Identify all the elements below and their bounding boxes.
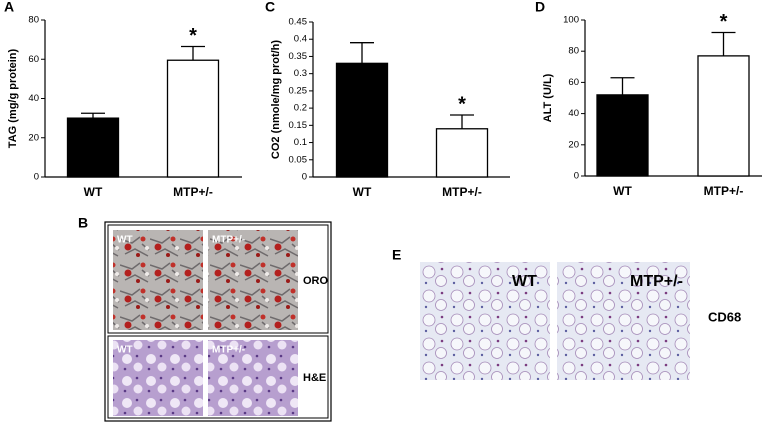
panel-label: D [535, 0, 545, 15]
micrograph [420, 262, 550, 380]
x-tick-label: WT [613, 184, 632, 198]
stain-label: ORO [303, 275, 329, 287]
row-frame [107, 224, 329, 334]
y-tick-label: 0 [302, 172, 307, 183]
bar [335, 62, 389, 178]
bar [435, 128, 489, 178]
x-tick-label: WT [353, 185, 372, 199]
stain-label: H&E [303, 372, 326, 384]
y-tick-label: 20 [568, 139, 579, 150]
bar [596, 94, 649, 177]
charts: A TAG (mg/g protein) 0 20 40 60 80 WT MTP+/- * C CO… [4, 0, 762, 199]
panel-label: A [4, 0, 14, 15]
y-tick-label: 20 [28, 132, 39, 143]
significance-marker: * [189, 25, 197, 47]
x-tick-label: MTP+/- [704, 184, 744, 198]
image-label: WT [117, 345, 133, 356]
y-axis-title: TAG (mg/g protein) [7, 48, 19, 148]
y-tick-label: 100 [563, 15, 579, 26]
image-label: MTP+/- [630, 273, 683, 290]
y-tick-label: 0.25 [289, 85, 308, 96]
y-axis-title: ALT (U/L) [542, 73, 554, 122]
y-tick-label: 80 [568, 46, 579, 57]
significance-marker: * [458, 93, 466, 115]
x-tick-label: WT [84, 185, 103, 199]
y-tick-label: 60 [28, 54, 39, 65]
y-tick-label: 0.05 [289, 154, 308, 165]
panel-label: C [265, 0, 275, 15]
panel-label: B [78, 215, 88, 231]
panel-label: E [392, 247, 401, 263]
y-tick-label: 60 [568, 77, 579, 88]
y-tick-label: 0.35 [289, 51, 308, 62]
y-tick-label: 40 [28, 93, 39, 104]
y-tick-label: 0.4 [294, 34, 307, 45]
bar [66, 117, 120, 178]
y-tick-label: 0 [34, 172, 39, 183]
y-tick-label: 0.15 [289, 120, 308, 131]
image-label: MTP+/- [212, 235, 245, 246]
x-tick-label: MTP+/- [442, 185, 482, 199]
y-tick-label: 0.2 [294, 103, 307, 114]
bar [166, 59, 220, 178]
row-frame [107, 335, 329, 419]
micrograph [208, 340, 298, 416]
x-tick-label: MTP+/- [173, 185, 213, 199]
panel-frame [104, 221, 332, 422]
y-axis-title: CO2 (nmole/mg prot/h) [270, 40, 282, 160]
image-label: MTP+/- [212, 345, 245, 356]
micrograph [113, 340, 203, 416]
micrograph [557, 262, 690, 380]
y-tick-label: 0.1 [294, 137, 307, 148]
significance-marker: * [720, 11, 728, 33]
micrograph [113, 230, 203, 330]
image-label: WT [512, 273, 537, 290]
y-tick-label: 40 [568, 108, 579, 119]
image-label: WT [117, 235, 133, 246]
y-tick-label: 0.3 [294, 68, 307, 79]
bar [697, 55, 750, 177]
y-tick-label: 0.45 [289, 17, 308, 28]
micrograph [208, 230, 298, 330]
y-tick-label: 0 [574, 171, 579, 182]
stain-label: CD68 [708, 309, 741, 324]
y-tick-label: 80 [28, 15, 39, 26]
